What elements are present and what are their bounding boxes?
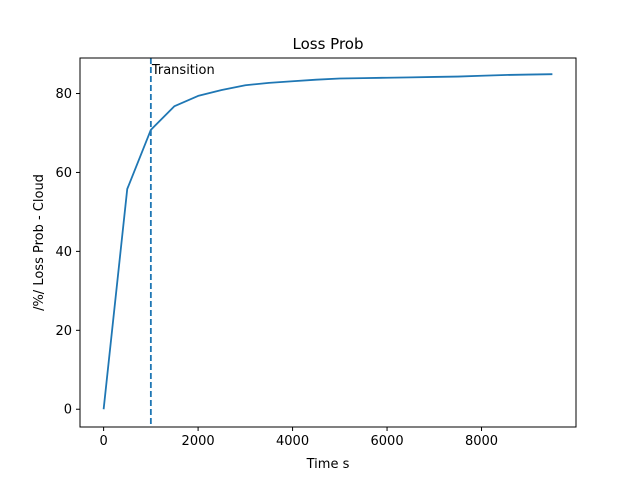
y-tick-label: 0 — [64, 403, 72, 418]
x-tick-label: 2000 — [182, 434, 215, 449]
y-tick-label: 60 — [55, 166, 72, 181]
plot-area: Transition — [102, 58, 553, 427]
x-axis-ticks: 0 2000 4000 6000 8000 — [99, 427, 498, 449]
chart-title: Loss Prob — [293, 35, 364, 53]
y-tick-label: 20 — [55, 324, 72, 339]
y-tick-label: 40 — [55, 245, 72, 260]
x-axis-label: Time s — [306, 457, 350, 472]
transition-label: Transition — [151, 63, 215, 78]
x-tick-label: 0 — [99, 434, 107, 449]
y-axis-label: /%/ Loss Prob - Cloud — [32, 174, 47, 311]
x-tick-label: 8000 — [465, 434, 498, 449]
x-tick-label: 4000 — [276, 434, 309, 449]
x-tick-label: 6000 — [371, 434, 404, 449]
y-axis-ticks: 0 20 40 60 80 — [55, 87, 80, 418]
axes-frame — [79, 57, 577, 428]
series-line — [102, 73, 553, 410]
y-tick-label: 80 — [55, 87, 72, 102]
